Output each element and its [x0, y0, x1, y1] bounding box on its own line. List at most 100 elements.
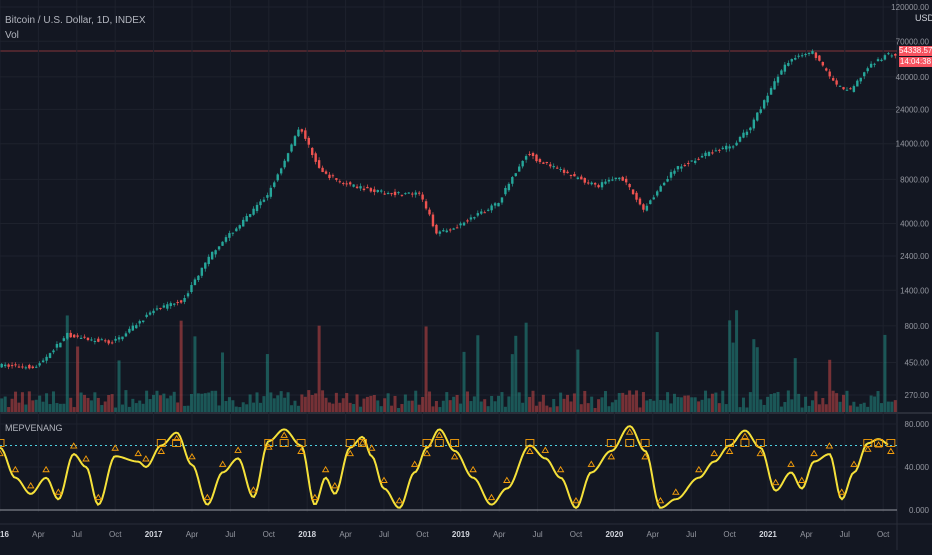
candle-body	[707, 152, 711, 156]
candle-body	[104, 340, 107, 342]
volume-bar	[324, 397, 328, 412]
candle-body	[7, 364, 10, 367]
volume-bar	[186, 405, 190, 412]
candle-body	[128, 328, 131, 333]
candle-body	[811, 51, 814, 54]
volume-bar	[824, 404, 828, 412]
symbol-title[interactable]: Bitcoin / U.S. Dollar, 1D, INDEX	[5, 15, 146, 26]
candle-body	[273, 182, 276, 187]
candle-body	[352, 184, 355, 187]
volume-bar	[214, 390, 218, 412]
candle-body	[593, 183, 597, 185]
candle-body	[155, 308, 159, 310]
candle-body	[638, 198, 642, 205]
volume-bar	[303, 396, 307, 412]
volume-bar	[38, 395, 42, 412]
volume-bar	[165, 398, 169, 412]
candle-body	[190, 285, 193, 293]
volume-bar	[200, 393, 204, 412]
volume-bar	[234, 406, 238, 412]
candle-body	[176, 302, 179, 304]
volume-bar	[641, 392, 645, 412]
candle-body	[204, 262, 207, 269]
osc-signal-marker	[771, 478, 780, 486]
volume-bar	[231, 400, 235, 412]
volume-bar	[269, 392, 273, 412]
volume-bar	[745, 407, 749, 412]
osc-signal-marker	[656, 496, 665, 504]
osc-threshold-marker	[296, 439, 306, 447]
volume-bar	[610, 402, 614, 412]
candle-body	[52, 350, 55, 353]
volume-bar	[355, 394, 359, 412]
volume-bar	[203, 393, 207, 412]
candle-body	[580, 176, 583, 180]
candle-body	[576, 177, 580, 179]
candle-body	[683, 165, 687, 167]
osc-threshold-marker	[279, 439, 289, 447]
volume-bar	[597, 399, 601, 412]
candle-body	[504, 187, 507, 195]
volume-bar	[807, 405, 811, 412]
volume-bar	[507, 396, 511, 412]
osc-signal-marker	[587, 460, 596, 467]
osc-signal-marker	[331, 482, 339, 489]
volume-bar	[866, 406, 870, 412]
candle-body	[507, 183, 511, 191]
candle-body	[466, 220, 469, 222]
oscillator-legend[interactable]: MEPVENANG	[5, 423, 63, 433]
volume-bar	[414, 390, 418, 412]
volume-bar	[534, 405, 538, 412]
candle-body	[666, 178, 669, 182]
candle-body	[566, 171, 569, 174]
candle-body	[107, 340, 110, 344]
candle-body	[135, 325, 138, 329]
volume-bar	[441, 400, 445, 412]
volume-bar	[566, 394, 570, 412]
osc-wave-line	[0, 425, 889, 509]
volume-bar	[697, 401, 701, 412]
candle-body	[283, 160, 286, 168]
candle-body	[718, 149, 721, 151]
volume-bar	[131, 398, 135, 412]
volume-bar	[258, 402, 262, 412]
price-tick-label: 800.00	[905, 322, 930, 331]
osc-threshold-marker	[740, 439, 750, 447]
candle-body	[645, 205, 649, 211]
volume-bar	[248, 394, 252, 412]
time-tick-label: Apr	[493, 530, 506, 539]
volume-bar	[752, 339, 756, 412]
candle-body	[749, 127, 752, 131]
volume-bar	[528, 396, 532, 412]
candle-body	[145, 314, 148, 317]
time-tick-label: Oct	[723, 530, 736, 539]
candle-body	[473, 217, 476, 219]
volume-bar	[648, 399, 652, 412]
vol-legend[interactable]: Vol	[5, 30, 19, 41]
candle-body	[531, 152, 535, 157]
osc-signal-marker	[26, 482, 35, 489]
candle-body	[731, 146, 735, 148]
candle-body	[490, 205, 493, 211]
candle-body	[10, 365, 14, 367]
candle-body	[200, 267, 204, 276]
candle-body	[752, 119, 756, 129]
volume-bar	[438, 407, 442, 412]
candle-body	[314, 153, 317, 162]
price-tick-label: 2400.00	[900, 252, 929, 261]
candle-body	[583, 178, 586, 183]
volume-bar	[345, 393, 349, 412]
price-tick-label: 40000.00	[896, 73, 930, 82]
volume-bar	[334, 392, 338, 412]
osc-threshold-marker	[755, 439, 765, 447]
volume-bar	[45, 393, 49, 412]
candle-body	[766, 95, 769, 103]
volume-bar	[503, 406, 507, 412]
candle-body	[600, 182, 604, 188]
candle-body	[138, 321, 141, 324]
candle-body	[449, 229, 452, 231]
volume-bar	[138, 400, 142, 412]
candle-body	[97, 338, 100, 342]
